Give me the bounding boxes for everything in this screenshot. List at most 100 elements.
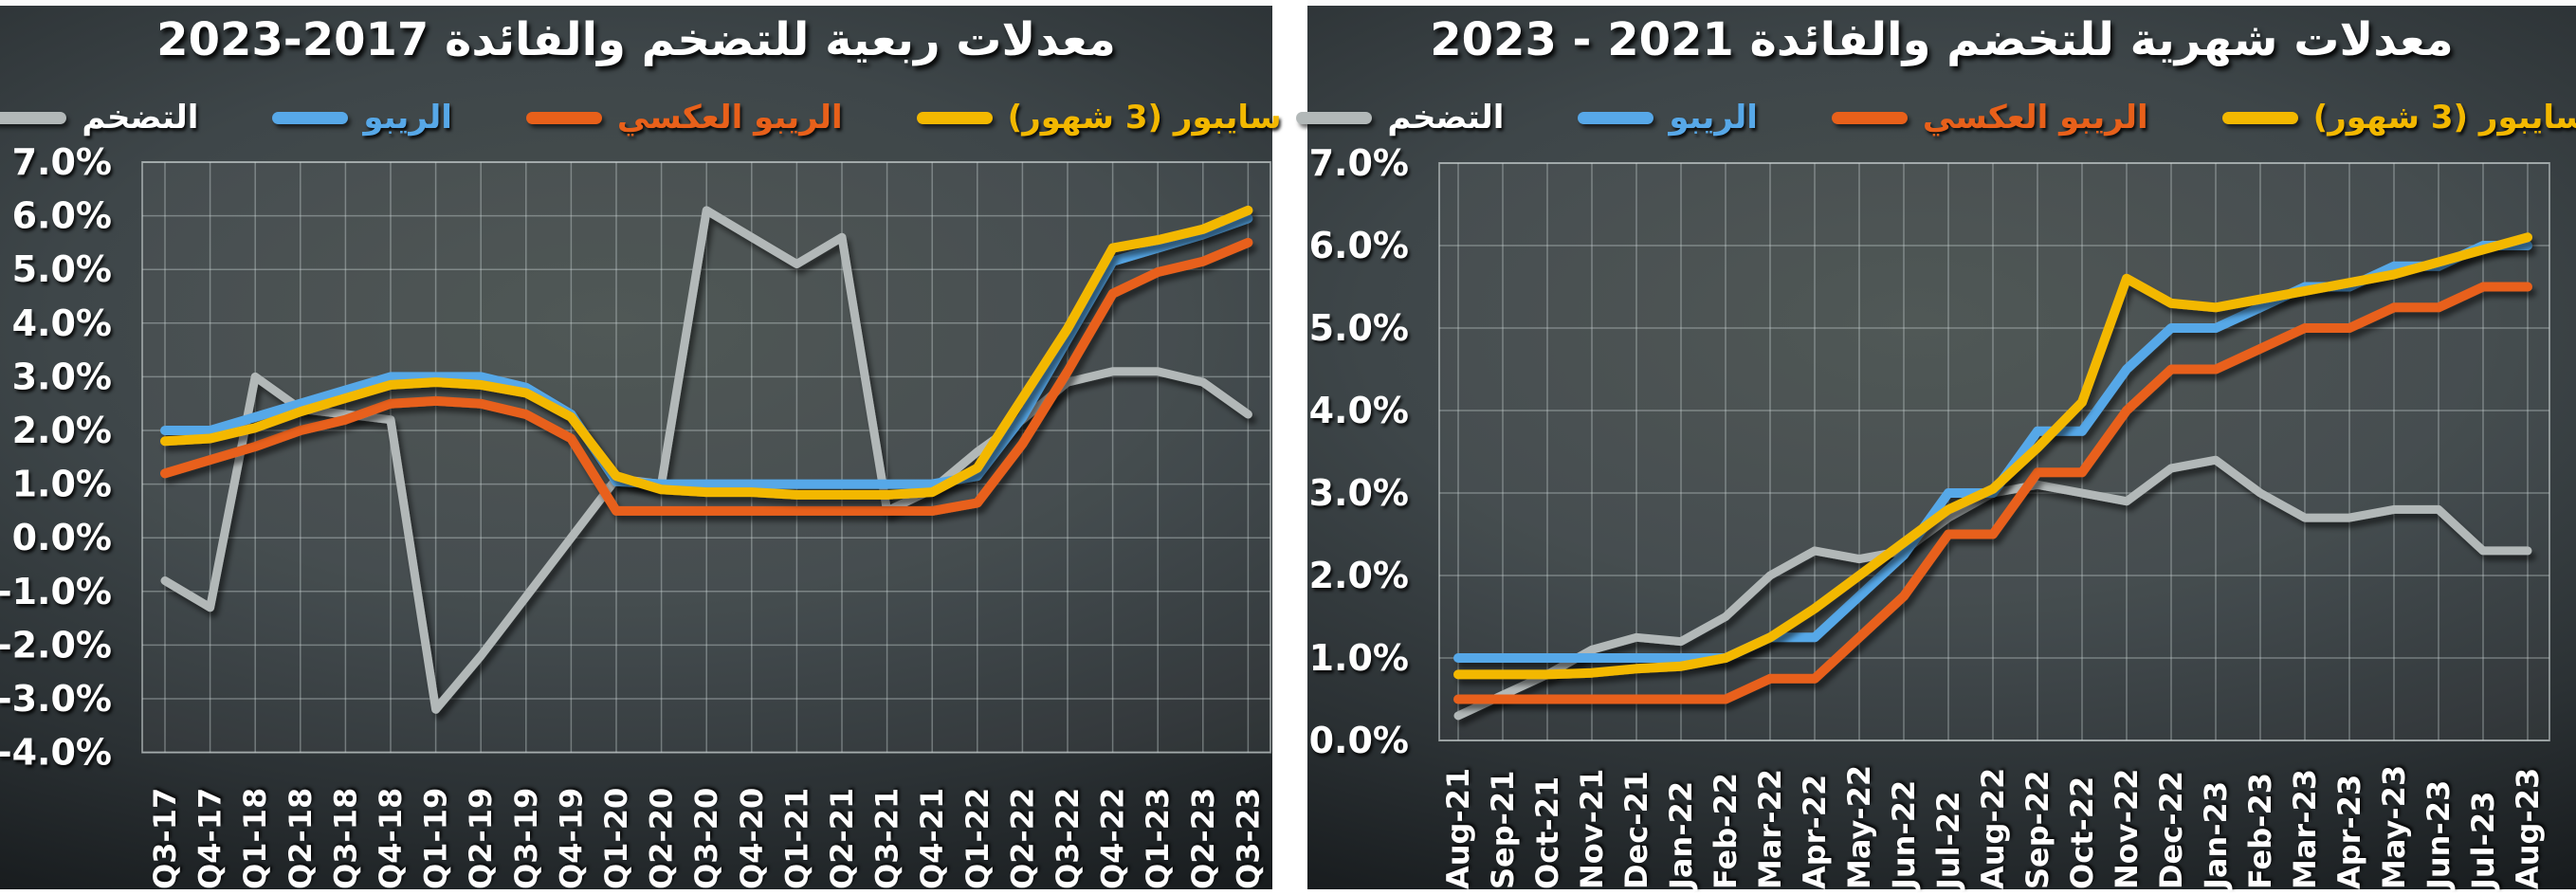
x-axis-tick-label: Nov-21 — [1574, 769, 1610, 889]
x-axis-tick-label: Q2-18 — [283, 788, 319, 889]
quarterly-chart-panel: معدلات ربعية للتضخم والفائدة 2017-2023 ا… — [0, 0, 1282, 889]
x-axis-tick-label: Apr-22 — [1797, 775, 1833, 889]
legend-label: الريبو العكسي — [1922, 99, 2148, 137]
y-axis-tick-label: -4.0% — [0, 732, 112, 774]
y-axis-tick-label: 4.0% — [12, 302, 112, 344]
legend-line-swatch — [0, 111, 67, 124]
y-axis-tick-label: 2.0% — [12, 410, 112, 451]
x-axis-tick-label: Q2-23 — [1185, 788, 1221, 889]
y-axis-tick-label: 1.0% — [1309, 637, 1409, 679]
y-axis-tick-label: 7.0% — [1309, 142, 1409, 184]
x-axis-tick-label: Dec-21 — [1618, 771, 1654, 889]
y-axis-tick-label: -2.0% — [0, 624, 112, 666]
x-axis-tick-label: Apr-23 — [2331, 775, 2367, 889]
legend-line-swatch — [272, 111, 349, 124]
x-axis-tick-label: Q3-20 — [688, 788, 724, 889]
quarterly-chart-title: معدلات ربعية للتضخم والفائدة 2017-2023 — [156, 13, 1116, 66]
series-line — [1453, 282, 2532, 704]
x-axis-tick-label: Q3-23 — [1230, 788, 1266, 889]
x-axis-tick-label: Feb-23 — [2242, 773, 2278, 889]
legend-item: الريبو — [272, 99, 452, 137]
y-axis-tick-label: 5.0% — [12, 248, 112, 290]
series-line — [1453, 232, 2532, 680]
x-axis-tick-label: May-22 — [1841, 765, 1877, 889]
y-axis-tick-label: -3.0% — [0, 678, 112, 720]
x-axis-tick-label: Jul-22 — [1930, 792, 1966, 891]
monthly-line-chart: 7.0%6.0%5.0%4.0%3.0%2.0%1.0%0.0%Aug-21 Se… — [1309, 142, 2550, 891]
legend-line-swatch — [1831, 111, 1908, 124]
quarterly-chart-legend: التضخم الريبو الريبو العكسي سايبور (3 شهور) — [0, 99, 1282, 137]
x-axis-tick-label: Feb-22 — [1708, 773, 1744, 889]
series-line — [160, 213, 1253, 489]
plot-border — [1438, 162, 2550, 741]
y-axis-tick-label: 5.0% — [1309, 307, 1409, 349]
x-axis-tick-label: Jun-22 — [1886, 780, 1922, 891]
y-axis-tick-label: 6.0% — [1309, 225, 1409, 266]
x-axis-tick-label: May-23 — [2376, 765, 2412, 889]
monthly-chart-legend: التضخم الريبو الريبو العكسي سايبور (3 شهور) — [1296, 99, 2576, 137]
legend-label: التضخم — [82, 99, 199, 137]
legend-line-swatch — [525, 111, 602, 124]
x-axis-tick-label: Jun-23 — [2421, 780, 2457, 891]
x-axis-tick-label: Q2-21 — [824, 788, 860, 889]
series-line — [160, 205, 1253, 500]
y-axis-tick-label: 0.0% — [1309, 720, 1409, 761]
x-axis-tick-label: Q3-21 — [869, 788, 905, 889]
x-axis-tick-label: Q3-19 — [508, 788, 544, 889]
x-axis-tick-label: Q1-23 — [1140, 788, 1176, 889]
legend-label: الريبو العكسي — [616, 99, 843, 137]
plot-area — [142, 162, 1270, 753]
monthly-chart-panel: معدلات شهرية للتخضم والفائدة 2021 - 2023… — [1296, 0, 2576, 891]
x-axis-tick-label: Q4-22 — [1095, 788, 1131, 889]
legend-item: الريبو — [1578, 99, 1758, 137]
legend-label: الريبو — [1669, 99, 1758, 137]
legend-line-swatch — [916, 111, 993, 124]
y-axis-tick-label: 3.0% — [1309, 472, 1409, 514]
y-axis-tick-label: 1.0% — [12, 464, 112, 505]
legend-item: الريبو العكسي — [525, 99, 843, 137]
legend-label: سايبور (3 شهور) — [1007, 99, 1282, 137]
x-axis-tick-label: Q1-21 — [778, 788, 814, 889]
y-axis-tick-label: 0.0% — [12, 517, 112, 558]
x-axis-tick-label: Oct-22 — [2064, 776, 2100, 889]
x-axis-tick-label: Jan-22 — [1663, 781, 1699, 891]
x-axis-tick-label: Oct-21 — [1529, 776, 1565, 889]
legend-label: سايبور (3 شهور) — [2312, 99, 2576, 137]
x-axis-tick-label: Q2-19 — [463, 788, 499, 889]
plot-border — [141, 161, 1271, 754]
legend-item: سايبور (3 شهور) — [2221, 99, 2576, 137]
y-axis-tick-label: 6.0% — [12, 195, 112, 237]
x-axis-tick-label: Sep-21 — [1485, 771, 1521, 889]
legend-label: التضخم — [1387, 99, 1505, 137]
legend-item: الريبو العكسي — [1831, 99, 2148, 137]
x-axis-tick-label: Q1-22 — [959, 788, 996, 889]
monthly-chart-title: معدلات شهرية للتخضم والفائدة 2021 - 2023 — [1430, 13, 2454, 66]
legend-label: الريبو — [363, 99, 452, 137]
x-axis-tick-label: Nov-22 — [2109, 769, 2145, 889]
x-axis-tick-label: Q3-17 — [147, 788, 183, 889]
x-axis-tick-label: Q2-22 — [1004, 788, 1040, 889]
legend-item: التضخم — [1296, 99, 1504, 137]
x-axis-tick-label: Q1-19 — [418, 788, 454, 889]
x-axis-tick-label: Aug-22 — [1975, 768, 2011, 889]
series-line — [160, 206, 1252, 714]
x-axis-tick-label: Mar-23 — [2287, 769, 2323, 889]
y-axis-tick-label: 4.0% — [1309, 390, 1409, 431]
quarterly-line-chart: 7.0% 6.0% 5.0% 4.0% 3.0% 2.0% 1.0% 0.0% -1.0% -2.… — [0, 141, 1271, 889]
x-axis-tick-label: Q4-17 — [192, 788, 228, 889]
x-axis-tick-label: Mar-22 — [1752, 769, 1788, 889]
x-axis-tick-label: Dec-22 — [2153, 771, 2189, 889]
x-axis-tick-label: Sep-22 — [2019, 771, 2055, 889]
x-axis-tick-label: Q1-18 — [237, 788, 273, 889]
legend-item: التضخم — [0, 99, 198, 137]
x-axis-tick-label: Q4-19 — [553, 788, 589, 889]
y-axis-tick-label: -1.0% — [0, 571, 112, 612]
y-axis-tick-label: 3.0% — [12, 356, 112, 397]
x-axis-tick-label: Q3-22 — [1050, 788, 1086, 889]
legend-line-swatch — [1296, 111, 1373, 124]
x-axis-tick-label: Jan-23 — [2198, 781, 2234, 891]
legend-line-swatch — [1578, 111, 1654, 124]
x-axis-tick-label: Jul-23 — [2465, 792, 2501, 891]
x-axis-tick-label: Q3-18 — [327, 788, 363, 889]
legend-line-swatch — [2221, 111, 2298, 124]
